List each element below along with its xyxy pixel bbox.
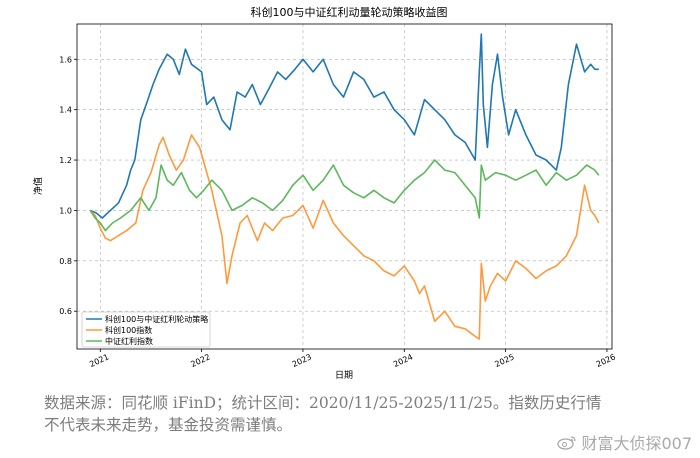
plot-frame [76,23,613,350]
y-tick-label: 1.2 [59,156,72,165]
y-tick-label: 1.4 [59,106,72,115]
series-line-dividend [89,159,600,232]
y-tick-label: 0.8 [59,257,72,266]
series-line-strategy [89,33,599,219]
chart: 科创100与中证红利动量轮动策略收益图 0.6 0.8 1.0 1.2 1.4 1.6 20… [32,5,617,381]
y-axis-label: 净值 [32,177,44,195]
watermark-text: 财富大侦探007 [581,434,692,453]
legend-box [81,311,211,348]
x-tick-label: 2022 [189,352,211,369]
series-line-kc100 [89,134,600,340]
legend-label-kc100: 科创100指数 [105,325,152,335]
series-lines [89,33,600,340]
data-source-line-2: 不代表未来走势，基金投资需谨慎。 [44,416,293,434]
x-tick-label: 2021 [88,352,110,369]
legend-label-dividend: 中证红利指数 [105,336,153,346]
x-tick-label: 2023 [291,352,313,369]
chart-title: 科创100与中证红利动量轮动策略收益图 [251,5,448,19]
data-source-note: 数据来源：同花顺 iFinD；统计区间：2020/11/25-2025/11/2… [44,392,644,436]
x-tick-label: 2025 [493,352,515,369]
x-tick-label: 2026 [595,352,617,369]
legend: 科创100与中证红利轮动策略 科创100指数 中证红利指数 [81,311,211,348]
y-tick-label: 0.6 [59,307,72,316]
x-tick-label: 2024 [392,352,414,369]
y-tick-label: 1.6 [59,55,72,64]
watermark: 财富大侦探007 [557,430,692,454]
legend-label-strategy: 科创100与中证红利轮动策略 [105,314,208,324]
x-axis-label: 日期 [335,370,353,381]
weibo-icon [557,436,577,450]
grid [77,24,612,349]
y-tick-label: 1.0 [59,206,72,215]
data-source-line-1: 数据来源：同花顺 iFinD；统计区间：2020/11/25-2025/11/2… [44,394,602,412]
